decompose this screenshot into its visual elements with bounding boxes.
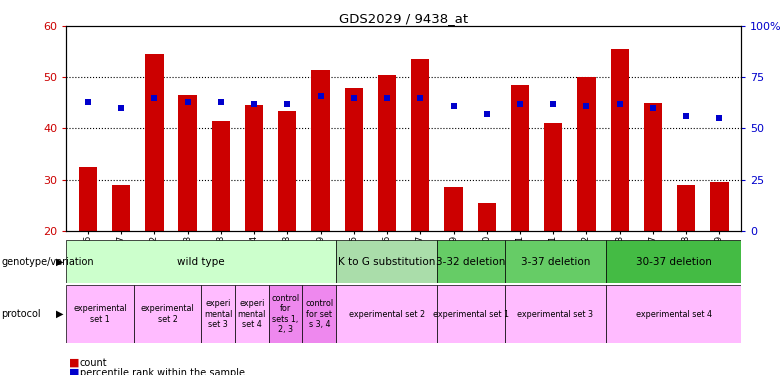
Bar (577, 77, 596, 231)
Point (547, 101, 559, 107)
Bar (438, 240, 505, 283)
Text: genotype/variation: genotype/variation (2, 256, 94, 267)
Point (480, 111, 493, 117)
Bar (134, 285, 201, 343)
Bar (677, 184, 695, 231)
Text: ▶: ▶ (56, 309, 64, 319)
Point (647, 105, 659, 111)
Text: experimental set 3: experimental set 3 (517, 310, 594, 319)
Text: experimental set 2: experimental set 2 (349, 310, 425, 319)
Bar (445, 187, 463, 231)
Bar (711, 182, 729, 231)
Bar (79, 167, 97, 231)
Text: percentile rank within the sample: percentile rank within the sample (80, 368, 245, 375)
Text: experimental set 1: experimental set 1 (433, 310, 509, 319)
Point (348, 95, 360, 101)
Text: count: count (80, 358, 107, 368)
Text: ■: ■ (69, 368, 79, 375)
Bar (268, 285, 303, 343)
Point (414, 95, 427, 101)
Point (182, 99, 194, 105)
Point (248, 101, 261, 107)
Text: experimental set 4: experimental set 4 (636, 310, 711, 319)
Bar (211, 121, 230, 231)
Text: ■: ■ (69, 358, 79, 368)
Point (713, 115, 725, 121)
Text: experimental
set 2: experimental set 2 (140, 304, 194, 324)
Bar (477, 202, 496, 231)
Text: wild type: wild type (177, 256, 225, 267)
Text: protocol: protocol (2, 309, 41, 319)
Bar (644, 103, 662, 231)
Bar (336, 285, 438, 343)
Bar (66, 240, 336, 283)
Bar (66, 285, 134, 343)
Text: ▶: ▶ (56, 256, 64, 267)
Text: experimental
set 1: experimental set 1 (73, 304, 127, 324)
Bar (505, 285, 606, 343)
Bar (336, 240, 438, 283)
Bar (303, 285, 336, 343)
Bar (278, 111, 296, 231)
Point (381, 95, 393, 101)
Bar (311, 70, 330, 231)
Point (82, 99, 94, 105)
Point (580, 103, 593, 109)
Bar (245, 105, 263, 231)
Bar (411, 60, 430, 231)
Bar (345, 88, 363, 231)
Point (281, 101, 293, 107)
Text: K to G substitution: K to G substitution (338, 256, 435, 267)
Bar (606, 285, 741, 343)
Bar (606, 240, 741, 283)
Text: experi
mental
set 4: experi mental set 4 (238, 299, 266, 329)
Point (447, 103, 459, 109)
Point (680, 113, 693, 119)
Text: 30-37 deletion: 30-37 deletion (636, 256, 711, 267)
Point (148, 95, 161, 101)
Bar (145, 54, 164, 231)
Text: 3-37 deletion: 3-37 deletion (521, 256, 590, 267)
Point (613, 101, 626, 107)
Bar (235, 285, 268, 343)
Bar (201, 285, 235, 343)
Title: GDS2029 / 9438_at: GDS2029 / 9438_at (339, 12, 468, 25)
Point (514, 101, 526, 107)
Point (115, 105, 127, 111)
Bar (112, 184, 130, 231)
Text: 3-32 deletion: 3-32 deletion (437, 256, 505, 267)
Text: control
for
sets 1,
2, 3: control for sets 1, 2, 3 (271, 294, 300, 334)
Point (215, 99, 227, 105)
Bar (179, 95, 197, 231)
Bar (438, 285, 505, 343)
Bar (378, 75, 396, 231)
Point (314, 93, 327, 99)
Bar (511, 85, 529, 231)
Text: control
for set
s 3, 4: control for set s 3, 4 (305, 299, 333, 329)
Bar (611, 49, 629, 231)
Bar (505, 240, 606, 283)
Text: experi
mental
set 3: experi mental set 3 (204, 299, 232, 329)
Bar (544, 123, 562, 231)
